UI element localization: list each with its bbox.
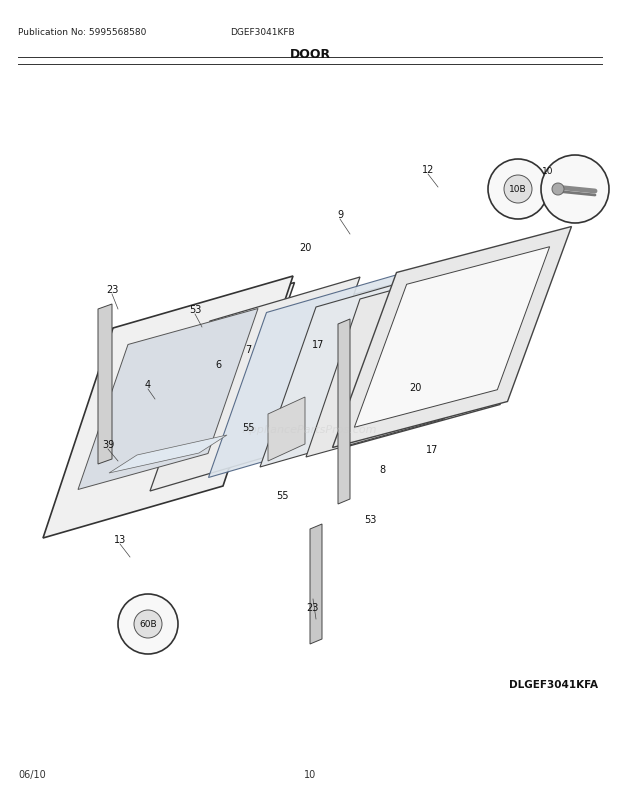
- Circle shape: [134, 610, 162, 638]
- Polygon shape: [66, 283, 294, 516]
- Circle shape: [118, 594, 178, 654]
- Text: DGEF3041KFB: DGEF3041KFB: [230, 28, 294, 37]
- Text: 06/10: 06/10: [18, 769, 46, 779]
- Text: AppliancePartsPros.com: AppliancePartsPros.com: [243, 424, 377, 435]
- Circle shape: [488, 160, 548, 220]
- Text: DLGEF3041KFA: DLGEF3041KFA: [509, 679, 598, 689]
- Text: 13: 13: [114, 534, 126, 545]
- Polygon shape: [98, 305, 112, 464]
- Text: 55: 55: [242, 423, 254, 432]
- Polygon shape: [250, 270, 450, 459]
- Polygon shape: [340, 241, 560, 449]
- Polygon shape: [338, 320, 350, 504]
- Text: 10: 10: [304, 769, 316, 779]
- Text: 39: 39: [102, 439, 114, 449]
- Polygon shape: [260, 268, 456, 468]
- Circle shape: [541, 156, 609, 224]
- Circle shape: [552, 184, 564, 196]
- Polygon shape: [268, 398, 305, 461]
- Text: DOOR: DOOR: [290, 48, 330, 61]
- Polygon shape: [109, 435, 227, 473]
- Text: 20: 20: [299, 243, 311, 253]
- Text: 53: 53: [364, 514, 376, 525]
- Polygon shape: [78, 309, 258, 490]
- Polygon shape: [204, 284, 396, 465]
- Polygon shape: [310, 525, 322, 644]
- Polygon shape: [306, 261, 498, 457]
- Text: 12: 12: [422, 164, 434, 175]
- Polygon shape: [355, 247, 550, 427]
- Text: 60B: 60B: [139, 620, 157, 629]
- Polygon shape: [150, 277, 360, 492]
- Text: 10: 10: [542, 168, 554, 176]
- Text: 4: 4: [145, 379, 151, 390]
- Text: 17: 17: [426, 444, 438, 455]
- Polygon shape: [297, 257, 503, 452]
- Polygon shape: [332, 227, 572, 448]
- Text: 23: 23: [106, 285, 118, 294]
- Text: Publication No: 5995568580: Publication No: 5995568580: [18, 28, 146, 37]
- Text: 10B: 10B: [509, 185, 527, 194]
- Text: 20: 20: [409, 383, 421, 392]
- Polygon shape: [157, 298, 342, 472]
- Text: 6: 6: [215, 359, 221, 370]
- Polygon shape: [43, 277, 293, 538]
- Circle shape: [504, 176, 532, 204]
- Text: 7: 7: [245, 345, 251, 354]
- Text: 9: 9: [337, 210, 343, 220]
- Text: 17: 17: [312, 339, 324, 350]
- Text: 23: 23: [306, 602, 318, 612]
- Text: 55: 55: [276, 490, 288, 500]
- Text: 8: 8: [379, 464, 385, 475]
- Text: 53: 53: [189, 305, 201, 314]
- Polygon shape: [208, 271, 412, 478]
